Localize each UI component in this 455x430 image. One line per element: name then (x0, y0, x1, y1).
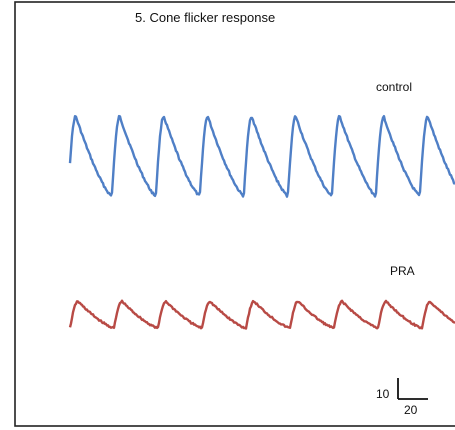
series-line-control (68, 114, 455, 198)
chart-title: 5. Cone flicker response (135, 10, 275, 25)
figure-frame (14, 1, 455, 427)
scale-bar-horizontal-label: 20 (404, 403, 418, 417)
series-label-control: control (376, 80, 412, 94)
scale-bar: 10 20 (376, 378, 428, 417)
series-line-pra (68, 299, 455, 330)
scale-bar-vertical-label: 10 (376, 387, 390, 401)
series-label-pra: PRA (390, 264, 415, 278)
traces (68, 114, 455, 330)
